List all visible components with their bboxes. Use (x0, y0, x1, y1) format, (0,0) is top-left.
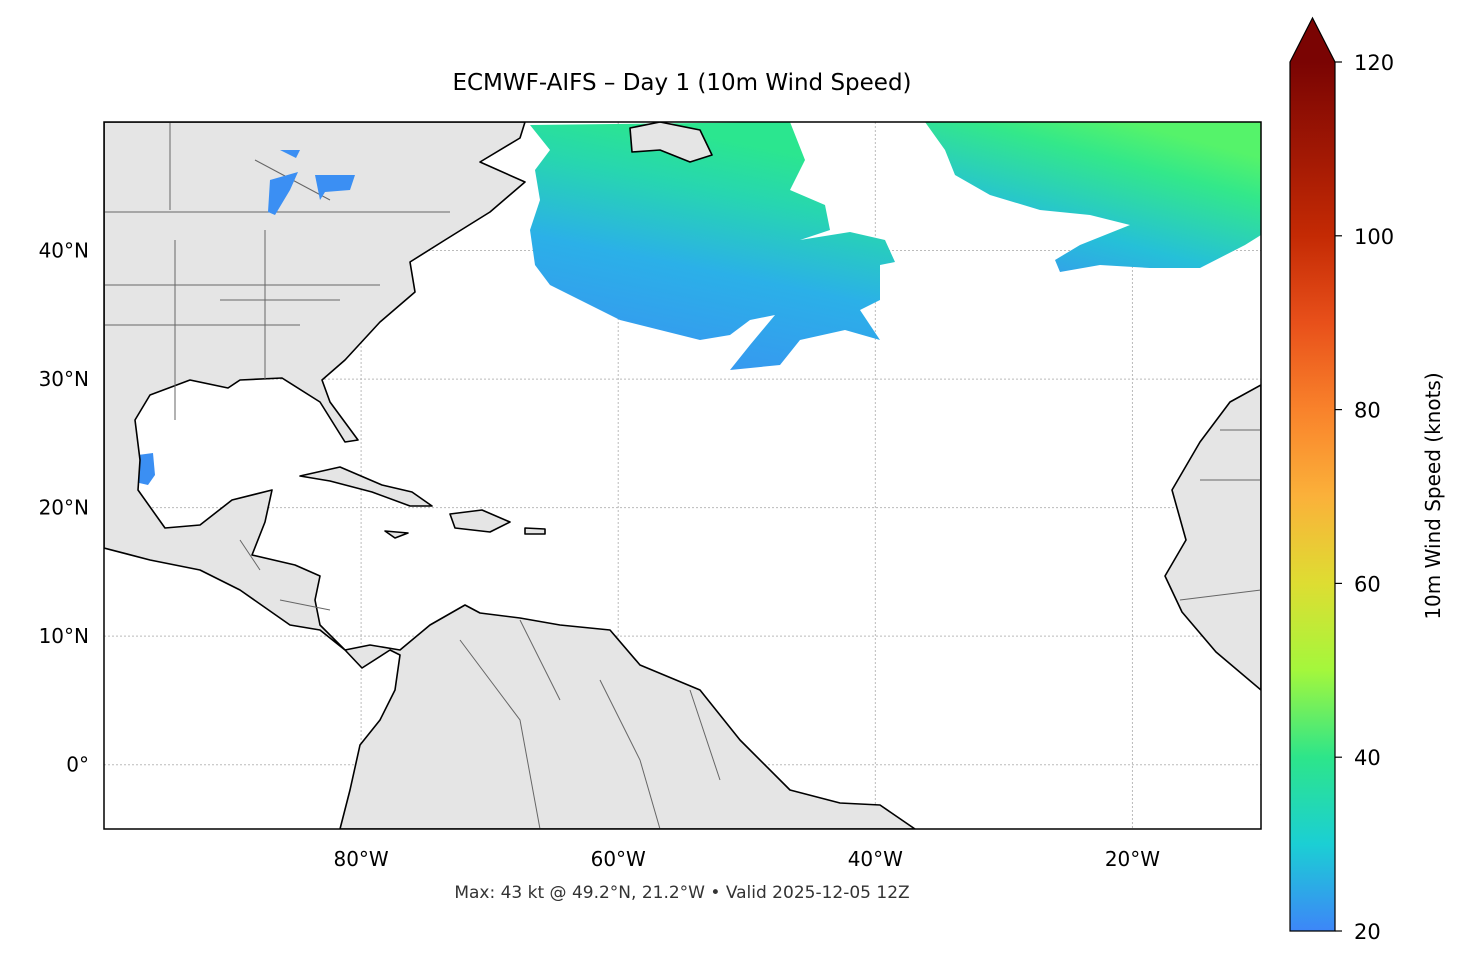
colorbar (1290, 62, 1335, 931)
colorbar-tick-label: 100 (1354, 225, 1394, 249)
colorbar-tick-label: 60 (1354, 572, 1381, 596)
colorbar-extend (1290, 18, 1335, 62)
y-tick-label: 10°N (39, 624, 89, 648)
map-area (104, 122, 1261, 829)
x-tick-label: 80°W (333, 847, 388, 871)
land (1164, 384, 1261, 691)
colorbar-tick-label: 20 (1354, 920, 1381, 944)
land (629, 122, 713, 163)
land (449, 509, 511, 533)
map-frame (103, 121, 1262, 830)
colorbar-label: 10m Wind Speed (knots) (1421, 372, 1445, 619)
wind-field (268, 150, 355, 215)
land (299, 466, 433, 507)
wind-field (530, 122, 895, 370)
y-tick-label: 0° (66, 753, 89, 777)
y-tick-label: 20°N (39, 496, 89, 520)
y-tick-label: 30°N (39, 367, 89, 391)
wind-field (925, 122, 1261, 272)
y-tick-label: 40°N (39, 239, 89, 263)
x-tick-label: 40°W (848, 847, 903, 871)
colorbar-frame (1289, 16, 1336, 932)
colorbar-tick-label: 40 (1354, 746, 1381, 770)
chart-title: ECMWF-AIFS – Day 1 (10m Wind Speed) (452, 70, 911, 96)
colorbar-tick-label: 120 (1354, 51, 1394, 75)
x-tick-label: 60°W (591, 847, 646, 871)
land (524, 527, 546, 535)
land (104, 122, 916, 829)
footer: Max: 43 kt @ 49.2°N, 21.2°W • Valid 2025… (454, 883, 909, 903)
colorbar-tick-label: 80 (1354, 399, 1381, 423)
land (384, 530, 409, 539)
axes: 80°W 60°W 40°W 20°W 0° 10°N 20°N 30°N 40°N (39, 239, 1161, 871)
x-tick-label: 20°W (1105, 847, 1160, 871)
